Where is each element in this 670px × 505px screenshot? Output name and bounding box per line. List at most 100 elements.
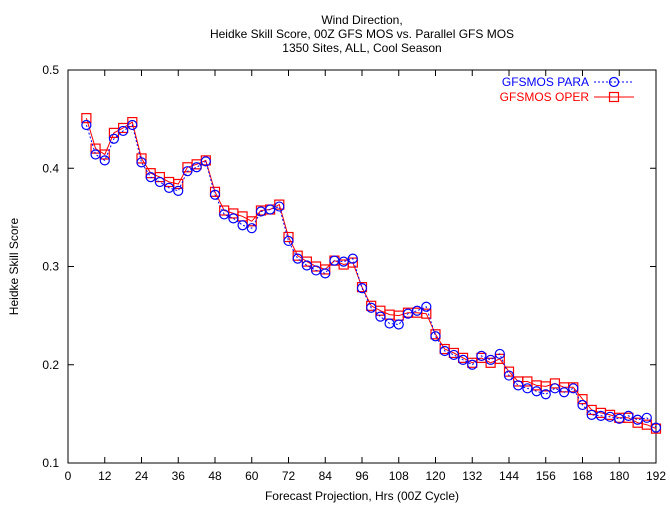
data-point [136, 153, 147, 164]
plot-frame [67, 69, 657, 464]
x-tick-label: 0 [65, 469, 72, 483]
series-oper [81, 113, 662, 434]
data-point [338, 256, 349, 267]
x-tick-label: 120 [425, 469, 445, 483]
data-point [191, 162, 202, 173]
data-point [163, 182, 175, 193]
series-para [81, 119, 662, 433]
y-tick-label: 0.4 [42, 161, 59, 175]
data-point [457, 354, 469, 365]
data-point [356, 283, 368, 294]
data-point [209, 189, 221, 200]
data-point [118, 122, 129, 134]
data-point [283, 235, 294, 247]
data-point [577, 399, 588, 411]
legend-marker [608, 91, 620, 103]
data-point [81, 113, 92, 124]
data-point [513, 380, 524, 391]
data-point [393, 319, 404, 330]
data-point [485, 354, 496, 365]
data-point [182, 166, 193, 177]
data-point [366, 302, 377, 313]
axis-ticks: 0 12 24 36 48 60 72 84 96 108 120 132 144 156 168 180 19… [42, 63, 666, 483]
data-point [274, 201, 285, 212]
legend-label: GFSMOS PARA [502, 75, 589, 89]
data-point [412, 305, 423, 316]
x-tick-label: 12 [98, 469, 112, 483]
data-point [99, 155, 110, 166]
x-tick-label: 168 [572, 469, 592, 483]
x-tick-label: 48 [208, 469, 222, 483]
x-tick-label: 24 [135, 469, 149, 483]
data-point [623, 410, 634, 421]
data-point [145, 171, 156, 183]
data-point [292, 250, 303, 261]
series-group [81, 113, 662, 434]
data-point [522, 383, 533, 394]
data-point [467, 359, 478, 370]
data-point [292, 253, 303, 264]
data-point [154, 176, 165, 188]
x-tick-label: 96 [355, 469, 369, 483]
x-tick-label: 60 [245, 469, 259, 483]
data-point [136, 157, 147, 168]
data-point [559, 387, 570, 398]
data-point [577, 394, 588, 405]
data-point [421, 308, 432, 319]
x-tick-label: 192 [646, 469, 666, 483]
data-point [347, 253, 358, 264]
data-point [81, 119, 92, 131]
legend-marker [608, 76, 620, 88]
data-point [108, 133, 120, 144]
data-point [246, 216, 257, 227]
data-point [209, 186, 221, 197]
data-point [421, 301, 432, 312]
data-point [219, 209, 230, 220]
data-point [283, 231, 294, 243]
x-tick-label: 108 [389, 469, 409, 483]
y-axis-label: Heidke Skill Score [7, 217, 21, 315]
data-point [641, 412, 652, 423]
x-tick-label: 132 [462, 469, 482, 483]
data-point [173, 185, 184, 196]
data-point [200, 156, 211, 167]
data-point [90, 149, 101, 160]
data-point [402, 308, 414, 319]
data-point [503, 370, 515, 381]
x-tick-label: 180 [609, 469, 629, 483]
data-point [375, 311, 386, 322]
data-point [531, 386, 542, 397]
data-point [476, 350, 487, 362]
data-point [320, 268, 331, 279]
y-tick-label: 0.1 [42, 456, 59, 470]
x-tick-label: 156 [536, 469, 556, 483]
data-point [310, 265, 322, 276]
data-point [494, 348, 505, 360]
data-point [265, 204, 276, 215]
chart-title: Wind Direction,Heidke Skill Score, 00Z G… [210, 13, 514, 55]
data-point [228, 213, 239, 224]
y-tick-label: 0.5 [42, 63, 59, 77]
data-point [173, 178, 184, 190]
series-line [85, 117, 657, 430]
data-point [127, 119, 138, 131]
chart-title-line: 1350 Sites, ALL, Cool Season [282, 41, 441, 55]
x-axis-label: Forecast Projection, Hrs (00Z Cycle) [265, 489, 459, 503]
data-point [301, 260, 312, 271]
chart-title-line: Heidke Skill Score, 00Z GFS MOS vs. Para… [210, 27, 514, 41]
series-line [85, 124, 657, 428]
data-point [430, 331, 441, 342]
data-point [568, 383, 579, 394]
data-point [246, 223, 257, 234]
data-point [237, 220, 248, 231]
data-point [448, 349, 459, 361]
y-tick-label: 0.2 [42, 358, 59, 372]
data-point [540, 389, 551, 400]
x-tick-label: 84 [319, 469, 333, 483]
data-point [439, 345, 450, 357]
x-tick-label: 72 [282, 469, 296, 483]
data-point [650, 422, 662, 433]
y-tick-label: 0.3 [42, 260, 59, 274]
